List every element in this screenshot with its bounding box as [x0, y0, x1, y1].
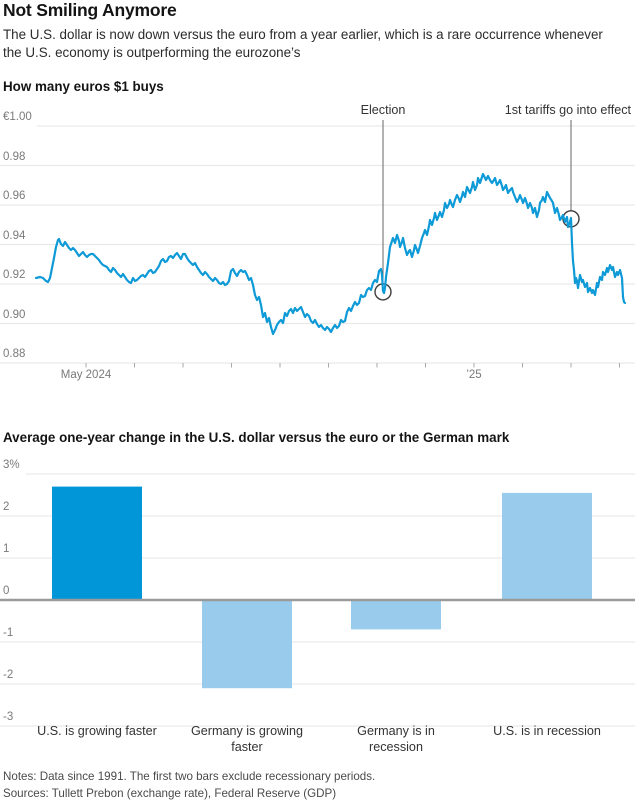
- y-axis-tick-label: -1: [3, 627, 14, 639]
- y-axis-tick-label: 0.90: [3, 308, 26, 321]
- annotation-tariffs-label: 1st tariffs go into effect: [504, 103, 631, 117]
- bar-chart-title: Average one-year change in the U.S. doll…: [3, 430, 510, 445]
- bar-category-label: U.S. is growing faster: [37, 724, 157, 738]
- y-axis-tick-label: 3%: [3, 459, 20, 471]
- y-axis-tick-label: 0.94: [3, 229, 26, 242]
- x-axis-tick-label: ’25: [466, 369, 482, 381]
- exchange-rate-line: [34, 172, 627, 336]
- y-axis-tick-label: 0.98: [3, 150, 26, 163]
- page-title: Not Smiling Anymore: [3, 0, 177, 20]
- chart-sources: Sources: Tullett Prebon (exchange rate),…: [3, 787, 337, 800]
- y-axis-tick-label: 2: [3, 501, 10, 513]
- y-axis-tick-label: 0.96: [3, 190, 26, 202]
- bar-category-label: Germany is growing faster: [191, 724, 303, 754]
- bar-germany-is-growing-faster: [202, 600, 292, 689]
- y-axis-tick-label: €1.00: [3, 111, 32, 123]
- bar-category-label: Germany is in recession: [357, 724, 435, 754]
- y-axis-tick-label: 0.92: [3, 269, 26, 281]
- bar-category-label: U.S. is in recession: [493, 724, 601, 738]
- x-axis-tick-label: May 2024: [60, 369, 112, 381]
- bar-u-s-is-in-recession: [502, 492, 592, 600]
- chart-notes: Notes: Data since 1991. The first two ba…: [3, 770, 376, 783]
- bar-germany-is-in-recession: [351, 600, 441, 630]
- y-axis-tick-label: 1: [3, 543, 10, 555]
- y-axis-tick-label: 0.88: [3, 348, 26, 360]
- y-axis-tick-label: -2: [3, 669, 14, 681]
- page-subtitle: The U.S. dollar is now down versus the e…: [3, 27, 603, 60]
- bar-u-s-is-growing-faster: [52, 486, 142, 600]
- y-axis-tick-label: 0: [3, 585, 10, 597]
- line-chart-title: How many euros $1 buys: [3, 79, 164, 94]
- y-axis-tick-label: -3: [3, 711, 14, 723]
- annotation-election-label: Election: [360, 103, 406, 117]
